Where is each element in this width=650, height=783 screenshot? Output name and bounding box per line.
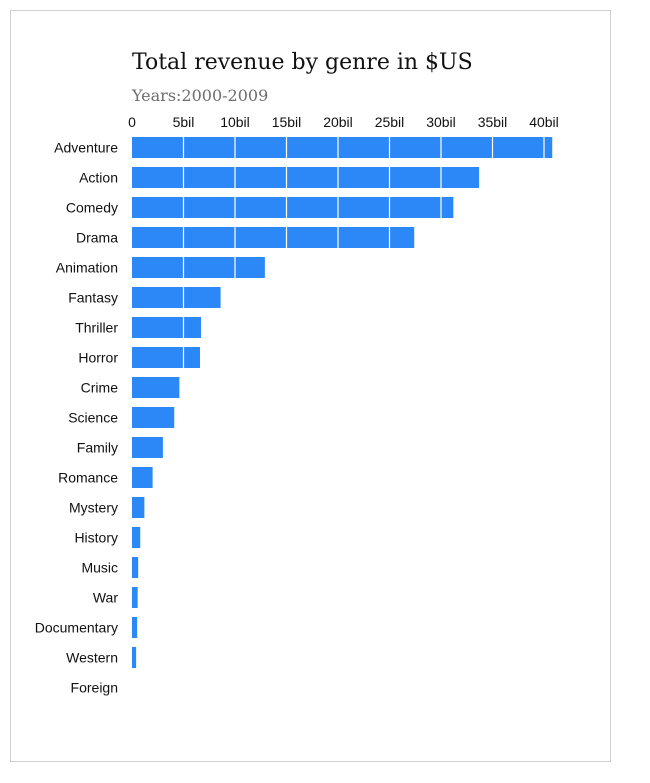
bar-war	[132, 587, 138, 608]
tick-label-35: 35bil	[478, 114, 508, 130]
bar-comedy	[132, 197, 454, 218]
bar-action	[132, 167, 480, 188]
category-label-science: Science	[68, 410, 118, 426]
chart-frame	[10, 10, 611, 762]
tick-label-25: 25bil	[375, 114, 405, 130]
category-label-thriller: Thriller	[75, 320, 118, 336]
category-label-documentary: Documentary	[35, 620, 118, 636]
bar-western	[132, 647, 137, 668]
bars-group	[132, 137, 553, 668]
bar-mystery	[132, 497, 145, 518]
tick-label-10: 10bil	[220, 114, 250, 130]
category-label-romance: Romance	[58, 470, 118, 486]
y-axis-categories: Adventure Action Comedy Drama Animation Fanta…	[35, 140, 119, 696]
bar-fantasy	[132, 287, 221, 308]
bar-science	[132, 407, 175, 428]
bar-family	[132, 437, 163, 458]
category-label-foreign: Foreign	[71, 680, 118, 696]
category-label-western: Western	[66, 650, 118, 666]
bar-animation	[132, 257, 265, 278]
chart-subtitle: Years:2000-2009	[132, 86, 269, 105]
category-label-history: History	[74, 530, 118, 546]
category-label-drama: Drama	[76, 230, 118, 246]
bar-music	[132, 557, 139, 578]
tick-label-15: 15bil	[272, 114, 302, 130]
chart-title: Total revenue by genre in $US	[132, 50, 473, 75]
bar-horror	[132, 347, 200, 368]
category-label-family: Family	[77, 440, 118, 456]
x-axis-ticks: 0 5bil 10bil 15bil 20bil 25bil 30bil 35bil 40bil	[128, 114, 559, 130]
category-label-animation: Animation	[56, 260, 118, 276]
category-label-horror: Horror	[78, 350, 118, 366]
bar-crime	[132, 377, 180, 398]
tick-label-40: 40bil	[529, 114, 559, 130]
bar-drama	[132, 227, 415, 248]
category-label-crime: Crime	[81, 380, 119, 396]
tick-label-30: 30bil	[426, 114, 456, 130]
category-label-adventure: Adventure	[54, 140, 118, 156]
bar-adventure	[132, 137, 553, 158]
category-label-action: Action	[79, 170, 118, 186]
bar-thriller	[132, 317, 202, 338]
category-label-war: War	[93, 590, 118, 606]
category-label-mystery: Mystery	[69, 500, 118, 516]
category-label-music: Music	[81, 560, 118, 576]
tick-label-5: 5bil	[173, 114, 195, 130]
tick-label-0: 0	[128, 114, 136, 130]
category-label-fantasy: Fantasy	[68, 290, 118, 306]
category-label-comedy: Comedy	[66, 200, 118, 216]
bar-romance	[132, 467, 153, 488]
bar-documentary	[132, 617, 138, 638]
gridlines-group	[182, 137, 545, 698]
bar-history	[132, 527, 141, 548]
tick-label-20: 20bil	[323, 114, 353, 130]
